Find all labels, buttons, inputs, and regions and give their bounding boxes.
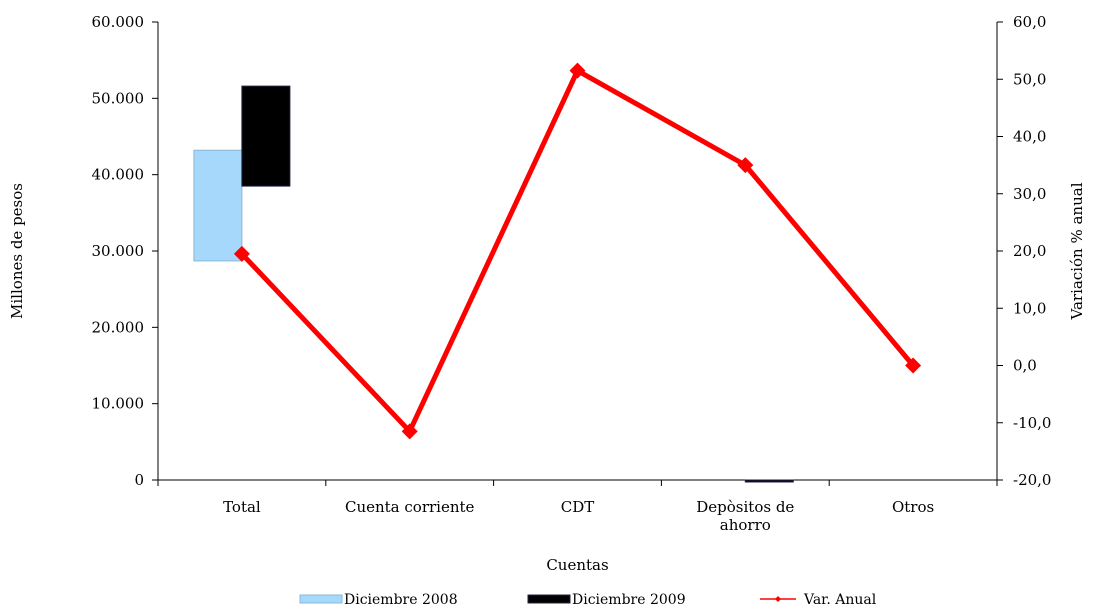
- category-label: Otros: [892, 498, 934, 516]
- legend-marker: [775, 596, 781, 602]
- line-series: [233, 62, 922, 440]
- y-right-tick-label: 30,0: [1013, 185, 1046, 203]
- legend-swatch: [527, 594, 571, 604]
- bar-diciembre-2008: [193, 149, 243, 262]
- legend: Diciembre 2008 Diciembre 2009 Var. Anual: [299, 592, 877, 608]
- line-var-anual: [240, 68, 916, 434]
- legend-label: Diciembre 2009: [572, 592, 686, 608]
- y-right-tick-label: 60,0: [1013, 13, 1046, 31]
- bars: [193, 85, 794, 483]
- y-axis-left-title: Millones de pesos: [8, 183, 26, 319]
- y-left-tick-label: 50.000: [92, 89, 145, 107]
- y-left-tick-label: 40.000: [92, 166, 145, 184]
- legend-swatch: [299, 594, 343, 604]
- y-left-tick-label: 60.000: [92, 13, 145, 31]
- axes: 0 10.000 20.000 30.000 40.000 50.000 60.000 -20…: [92, 13, 1052, 534]
- legend-label: Diciembre 2008: [344, 592, 458, 608]
- y-right-tick-label: 10,0: [1013, 299, 1046, 317]
- line-point: [737, 157, 754, 174]
- x-axis-title: Cuentas: [546, 556, 608, 574]
- bar-diciembre-2009: [241, 85, 291, 187]
- y-right-tick-label: -10,0: [1013, 414, 1051, 432]
- y-left-tick-label: 30.000: [92, 242, 145, 260]
- y-axis-right-title: Variación % anual: [1068, 182, 1086, 320]
- line-point: [905, 357, 922, 374]
- category-label: Cuenta corriente: [345, 498, 475, 516]
- legend-label: Var. Anual: [803, 592, 877, 608]
- y-left-tick-label: 10.000: [92, 395, 145, 413]
- category-label: CDT: [561, 498, 595, 516]
- category-label: Total: [223, 498, 261, 516]
- line-point: [401, 423, 418, 440]
- y-right-tick-label: 20,0: [1013, 242, 1046, 260]
- category-label: Depòsitos de ahorro: [696, 498, 794, 534]
- y-right-tick-label: 0,0: [1013, 357, 1037, 375]
- line-point: [233, 245, 250, 262]
- line-point: [569, 62, 586, 79]
- y-right-tick-label: 40,0: [1013, 128, 1046, 146]
- y-right-tick-label: 50,0: [1013, 70, 1046, 88]
- y-right-tick-label: -20,0: [1013, 471, 1051, 489]
- y-left-tick-label: 20.000: [92, 318, 145, 336]
- bar-diciembre-2009: [744, 479, 794, 483]
- y-left-tick-label: 0: [134, 471, 144, 489]
